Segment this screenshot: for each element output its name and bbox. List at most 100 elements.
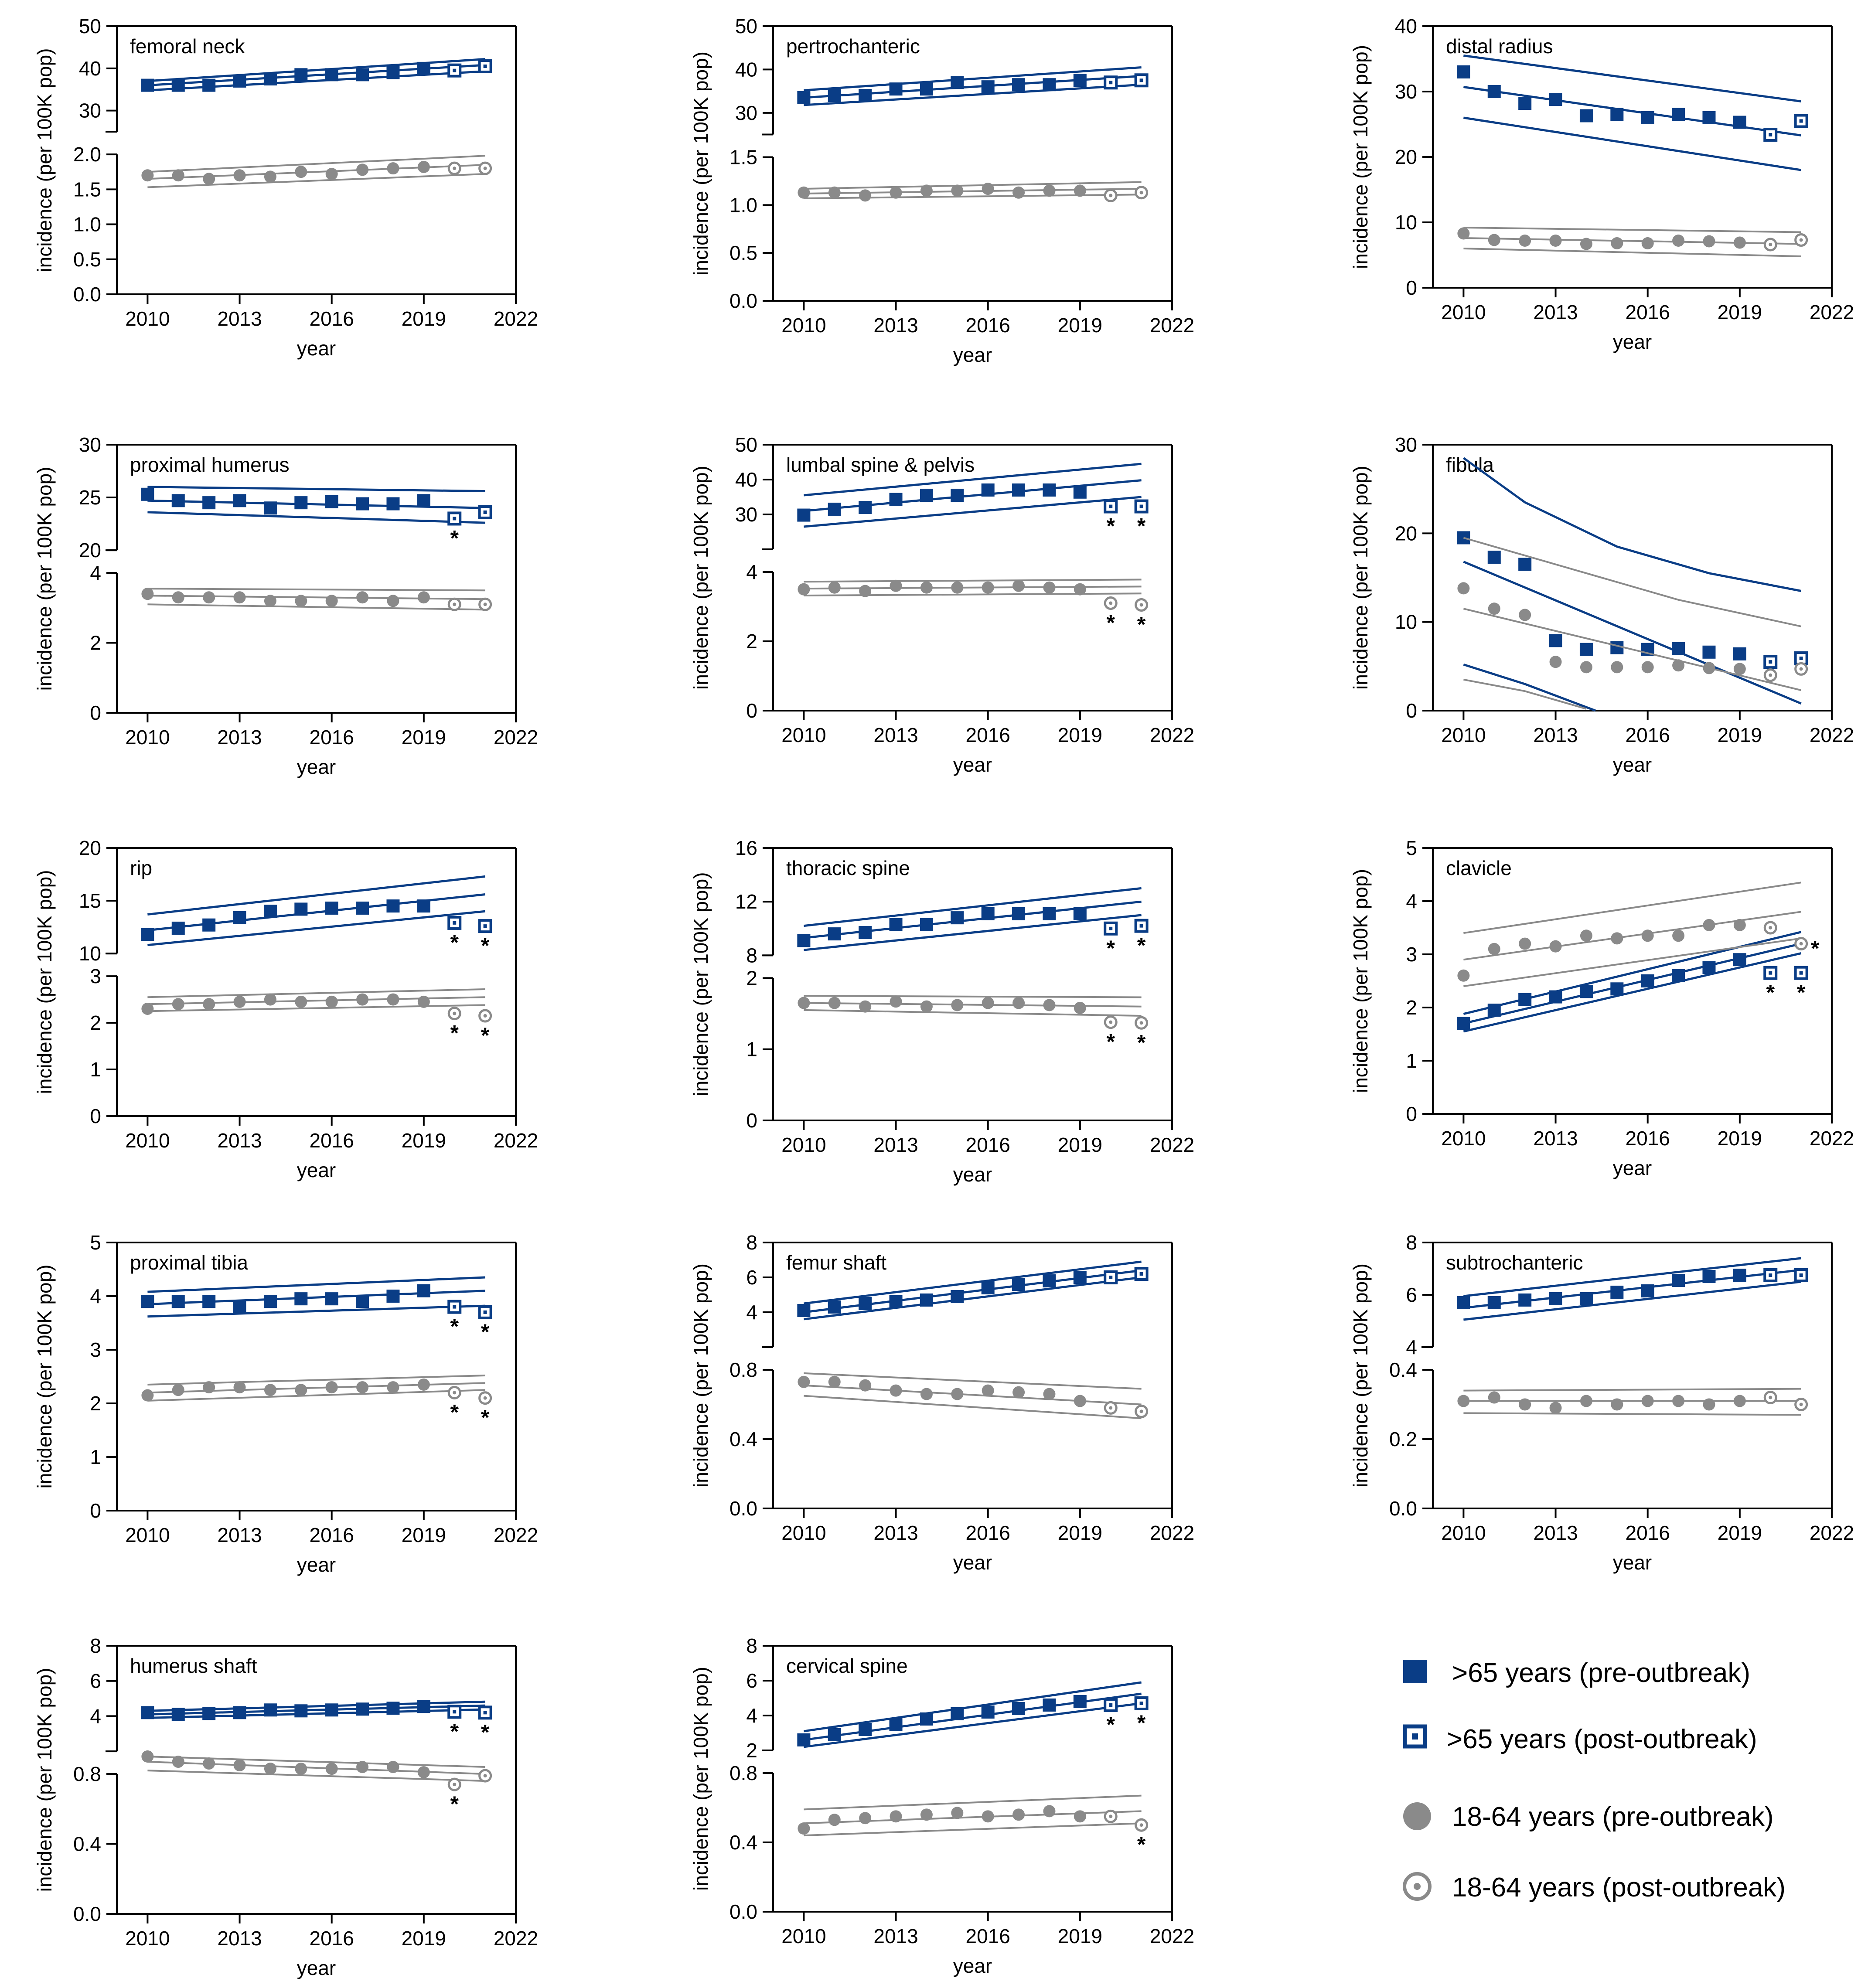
x-tick-label: 2013 <box>873 1134 918 1156</box>
point-older-pre <box>294 1704 308 1718</box>
point-younger-pre <box>1611 661 1623 674</box>
y-tick-label: 0 <box>90 701 101 724</box>
point-older-post-dot <box>483 1711 487 1715</box>
series-older <box>1457 1257 1808 1321</box>
point-older-pre <box>1012 483 1026 497</box>
point-older-pre <box>386 497 400 511</box>
point-older-pre <box>951 911 964 925</box>
trend-upper-line <box>147 875 485 916</box>
y-tick-label: 8 <box>746 944 757 967</box>
panel-5: fibula 0 10 20 30 2010 2013 2016 2019 2022 year inc… <box>1349 433 1854 776</box>
point-younger-pre <box>890 579 902 592</box>
significance-star: * <box>450 1792 459 1816</box>
y-tick-label: 1 <box>90 1058 101 1081</box>
y-axis-label: incidence (per 100K pop) <box>1349 45 1372 269</box>
point-younger-post-dot <box>1799 1402 1803 1406</box>
point-younger-pre <box>203 1381 215 1394</box>
point-younger-pre <box>141 1002 154 1015</box>
point-younger-pre <box>1012 579 1025 592</box>
x-axis-label: year <box>1613 753 1652 776</box>
point-younger-pre <box>859 1000 872 1013</box>
point-older-post-dot <box>483 924 487 928</box>
point-younger-post-dot <box>1139 603 1143 607</box>
legend-label-older-post: >65 years (post-outbreak) <box>1447 1724 1757 1754</box>
y-tick-label: 15 <box>79 889 101 912</box>
y-tick-label: 4 <box>90 562 101 584</box>
y-axis-label: incidence (per 100K pop) <box>33 1668 56 1892</box>
x-tick-label: 2010 <box>125 726 170 749</box>
point-older-pre <box>356 497 369 511</box>
y-axis-label: incidence (per 100K pop) <box>33 467 56 691</box>
point-older-pre <box>1641 111 1654 124</box>
x-axis: 2010 2013 2016 2019 2022 year <box>781 1120 1194 1186</box>
legend-marker-younger-pre <box>1403 1802 1431 1830</box>
point-older-pre <box>325 495 338 508</box>
point-younger-pre <box>325 995 338 1008</box>
x-tick-label: 2016 <box>966 1522 1010 1544</box>
point-younger-pre <box>859 1379 872 1392</box>
point-older-pre <box>1457 65 1470 78</box>
series-older: * * <box>141 875 492 958</box>
point-older-pre <box>951 488 964 502</box>
point-older-post <box>1104 1270 1118 1284</box>
point-younger-pre <box>387 162 399 175</box>
trend-center-line <box>1463 911 1801 961</box>
point-older-pre <box>920 1712 933 1726</box>
x-axis-label: year <box>1613 330 1652 353</box>
y-axis-label: incidence (per 100K pop) <box>689 51 712 276</box>
point-older-post-dot <box>1139 504 1143 508</box>
point-younger-pre <box>798 583 810 596</box>
x-axis: 2010 2013 2016 2019 2022 year <box>1441 1114 1854 1179</box>
point-younger-pre <box>1703 235 1715 248</box>
x-axis: 2010 2013 2016 2019 2022 year <box>781 711 1194 776</box>
point-older-pre <box>171 78 185 92</box>
point-younger-pre <box>890 186 902 199</box>
point-younger-pre <box>387 1761 399 1774</box>
series-younger: * <box>1457 882 1820 987</box>
x-tick-label: 2010 <box>781 1134 826 1156</box>
point-older-post-dot <box>1139 1701 1143 1705</box>
x-tick-label: 2013 <box>217 1129 262 1152</box>
y-tick-label: 2 <box>90 1392 101 1415</box>
point-older-pre <box>325 1292 338 1306</box>
significance-star: * <box>1811 936 1820 961</box>
point-younger-pre <box>356 1761 369 1774</box>
significance-star: * <box>481 1720 490 1744</box>
axis-single: 0 10 20 30 <box>1395 433 1808 722</box>
legend-label-younger-post: 18-64 years (post-outbreak) <box>1452 1872 1786 1903</box>
point-older-post-dot <box>1769 133 1773 136</box>
point-younger-pre <box>264 170 276 183</box>
point-older-post-dot <box>1139 1272 1143 1276</box>
point-older-post-dot <box>1109 926 1113 930</box>
y-tick-label: 0.5 <box>729 242 757 264</box>
x-tick-label: 2019 <box>1718 724 1762 746</box>
significance-star: * <box>1137 514 1146 538</box>
panel-title: rip <box>130 857 152 879</box>
significance-star: * <box>481 1023 490 1048</box>
y-tick-label: 30 <box>79 99 101 122</box>
point-younger-pre <box>356 163 369 176</box>
point-older-pre <box>1457 531 1470 545</box>
point-younger-pre <box>325 168 338 180</box>
point-younger-post-dot <box>1109 1406 1113 1410</box>
point-older-pre <box>263 501 277 515</box>
series-younger: * * <box>798 579 1149 637</box>
x-axis: 2010 2013 2016 2019 2022 year <box>125 1914 538 1979</box>
point-younger-pre <box>982 183 994 195</box>
y-tick-label: 2 <box>90 1011 101 1034</box>
point-older-post-dot <box>483 1310 487 1314</box>
point-younger-pre <box>982 581 994 594</box>
x-axis-label: year <box>297 1553 336 1576</box>
trend-center-line <box>147 996 485 1005</box>
point-younger-pre <box>859 585 872 597</box>
y-tick-label: 10 <box>1395 211 1417 234</box>
y-tick-label: 2 <box>90 632 101 654</box>
series-younger: * <box>798 1794 1149 1857</box>
x-axis-label: year <box>297 1159 336 1181</box>
axis-lower: 0.0 0.5 1.0 1.5 <box>729 146 1149 312</box>
x-axis-label: year <box>953 1551 992 1574</box>
point-younger-pre <box>295 166 307 178</box>
